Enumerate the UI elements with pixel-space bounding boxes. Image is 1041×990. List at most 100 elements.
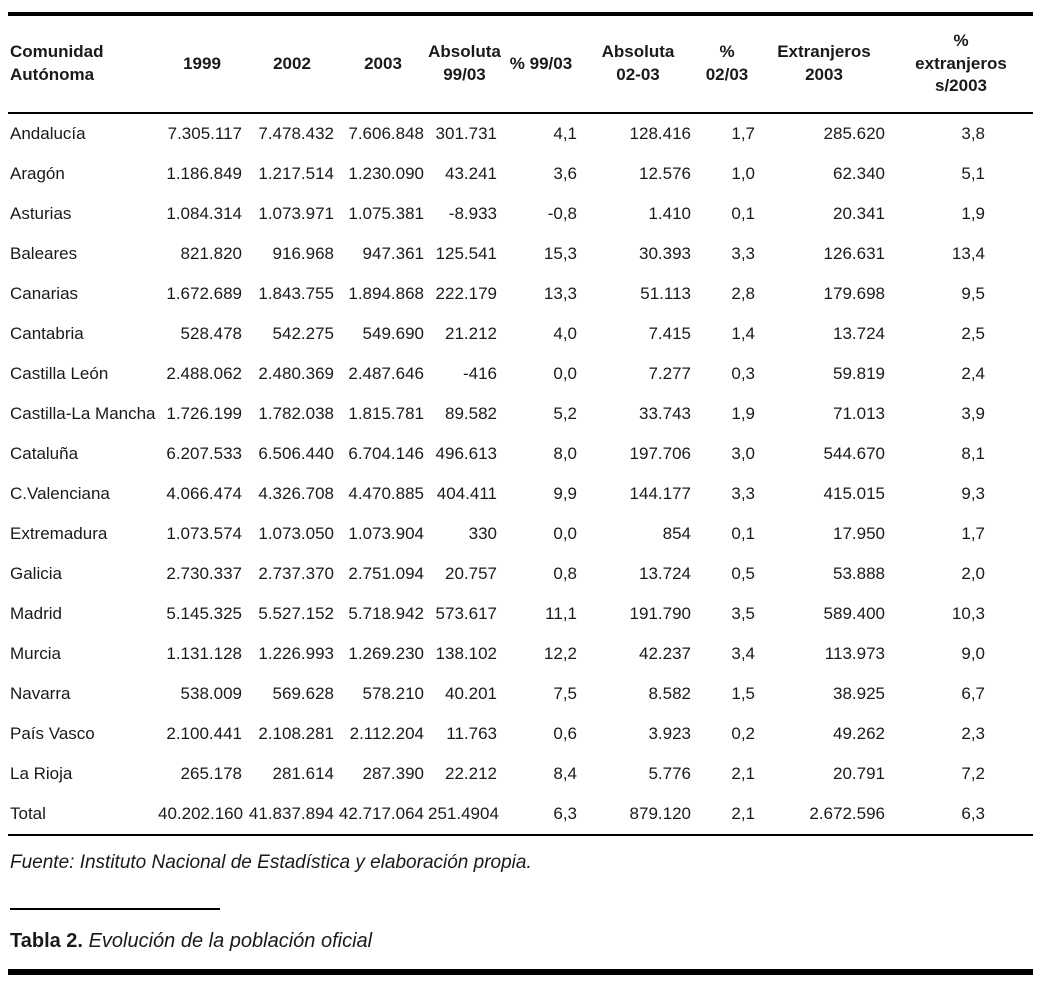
- table-cell: 5.527.152: [258, 604, 334, 623]
- table-caption: Tabla 2. Evolución de la población ofici…: [10, 930, 1035, 953]
- table-cell: 1,7: [961, 524, 985, 543]
- table-cell: 1.894.868: [348, 284, 424, 303]
- table-cell: 2.480.369: [258, 364, 334, 383]
- table-cell: 1,7: [731, 124, 755, 143]
- table-cell: 20.791: [833, 764, 885, 783]
- table-cell: 2.488.062: [166, 364, 242, 383]
- table-cell: 8,4: [553, 764, 577, 783]
- table-cell: 1.843.755: [258, 284, 334, 303]
- table-cell: 1.230.090: [348, 164, 424, 183]
- table-body: Andalucía 7.305.117 7.478.432 7.606.848 301.…: [8, 113, 1033, 836]
- table-row: C.Valenciana 4.066.474 4.326.708 4.470.885 4…: [8, 474, 1033, 514]
- table-cell: 9,0: [961, 644, 985, 663]
- table-cell: 2,0: [961, 564, 985, 583]
- table-cell: 33.743: [639, 404, 691, 423]
- table-cell: 0,0: [553, 364, 577, 383]
- table-cell: 6.704.146: [348, 444, 424, 463]
- table-cell: 1.815.781: [348, 404, 424, 423]
- table-cell: 2.487.646: [348, 364, 424, 383]
- table-cell: 2,4: [961, 364, 985, 383]
- table-cell: 7.277: [648, 364, 691, 383]
- table-cell: 544.670: [823, 444, 885, 463]
- top-rule: [8, 12, 1033, 16]
- table-cell: 42.717.064: [338, 794, 428, 836]
- table-cell: 1.131.128: [166, 644, 242, 663]
- table-row: Canarias 1.672.689 1.843.755 1.894.868 222.1…: [8, 274, 1033, 314]
- table-cell: 1,9: [731, 404, 755, 423]
- table-cell: 22.212: [445, 764, 497, 783]
- table-cell: 42.237: [639, 644, 691, 663]
- table-cell: 1.217.514: [258, 164, 334, 183]
- row-label: Extremadura: [10, 524, 108, 543]
- table-cell: 1,9: [961, 204, 985, 223]
- table-cell: 2.672.596: [759, 794, 889, 836]
- table-row: Aragón 1.186.849 1.217.514 1.230.090 43.241 3…: [8, 154, 1033, 194]
- table-cell: 2,5: [961, 324, 985, 343]
- table-cell: 4.470.885: [348, 484, 424, 503]
- row-label: Cataluña: [10, 444, 79, 463]
- table-cell: 916.968: [272, 244, 334, 263]
- table-cell: 38.925: [833, 684, 885, 703]
- table-cell: 3,4: [731, 644, 755, 663]
- table-cell: 542.275: [272, 324, 334, 343]
- table-cell: 197.706: [629, 444, 691, 463]
- table-cell: 0,6: [553, 724, 577, 743]
- table-cell: 0,0: [553, 524, 577, 543]
- table-cell: 1,5: [731, 684, 755, 703]
- table-row: Asturias 1.084.314 1.073.971 1.075.381 -8.93…: [8, 194, 1033, 234]
- table-cell: 13.724: [639, 564, 691, 583]
- table-cell: 538.009: [180, 684, 242, 703]
- row-label: Asturias: [10, 204, 72, 223]
- row-label: Canarias: [10, 284, 79, 303]
- table-row: Extremadura 1.073.574 1.073.050 1.073.904 33…: [8, 514, 1033, 554]
- table-row: Cataluña 6.207.533 6.506.440 6.704.146 496.6…: [8, 434, 1033, 474]
- table-cell: 89.582: [445, 404, 497, 423]
- table-cell: 0,5: [731, 564, 755, 583]
- table-cell: 5.776: [648, 764, 691, 783]
- table-cell: 1.073.971: [258, 204, 334, 223]
- table-row: Murcia 1.131.128 1.226.993 1.269.230 138.102…: [8, 634, 1033, 674]
- header-cell-absoluta-02-03: Absoluta 02-03: [581, 16, 695, 114]
- table-cell: 251.4904: [428, 794, 501, 836]
- table-cell: 11.763: [446, 724, 497, 743]
- table-cell: -8.933: [448, 204, 497, 223]
- table-row: Cantabria 528.478 542.275 549.690 21.212 4,0 7…: [8, 314, 1033, 354]
- table-cell: 404.411: [436, 484, 497, 503]
- table-cell: 126.631: [823, 244, 885, 263]
- table-cell: 138.102: [435, 644, 497, 663]
- row-label: Castilla León: [10, 364, 109, 383]
- header-cell-absoluta-99-03: Absoluta 99/03: [428, 16, 501, 114]
- table-row: Total 40.202.160 41.837.894 42.717.064 251.4…: [8, 794, 1033, 836]
- table-cell: 0,1: [731, 204, 755, 223]
- caption-divider-rule: [10, 908, 220, 910]
- table-cell: 51.113: [640, 284, 691, 303]
- table-cell: 30.393: [639, 244, 691, 263]
- table-cell: 569.628: [272, 684, 334, 703]
- header-cell-pct-extranjeros-2003: % extranjeros s/2003: [889, 16, 1033, 114]
- table-cell: 573.617: [435, 604, 497, 623]
- header-cell-2003: 2003: [338, 16, 428, 114]
- table-cell: 53.888: [833, 564, 885, 583]
- table-cell: 125.541: [435, 244, 497, 263]
- table-cell: 2.751.094: [348, 564, 424, 583]
- table-cell: 17.950: [833, 524, 885, 543]
- table-row: Madrid 5.145.325 5.527.152 5.718.942 573.617…: [8, 594, 1033, 634]
- table-cell: 5.718.942: [348, 604, 424, 623]
- table-cell: 7.478.432: [258, 124, 334, 143]
- table-cell: 2.730.337: [166, 564, 242, 583]
- table-cell: 113.973: [824, 644, 885, 663]
- table-cell: 2.112.204: [349, 724, 424, 743]
- table-cell: 1.084.314: [166, 204, 242, 223]
- table-cell: 10,3: [951, 604, 985, 623]
- row-label: Navarra: [10, 684, 71, 703]
- table-cell: 265.178: [180, 764, 242, 783]
- table-cell: 1.226.993: [258, 644, 334, 663]
- table-cell: 11,1: [545, 604, 577, 623]
- table-cell: 8,0: [553, 444, 577, 463]
- table-cell: 3,0: [731, 444, 755, 463]
- table-cell: 21.212: [445, 324, 497, 343]
- table-cell: 20.757: [445, 564, 497, 583]
- table-cell: 2,3: [961, 724, 985, 743]
- row-label: La Rioja: [10, 764, 73, 783]
